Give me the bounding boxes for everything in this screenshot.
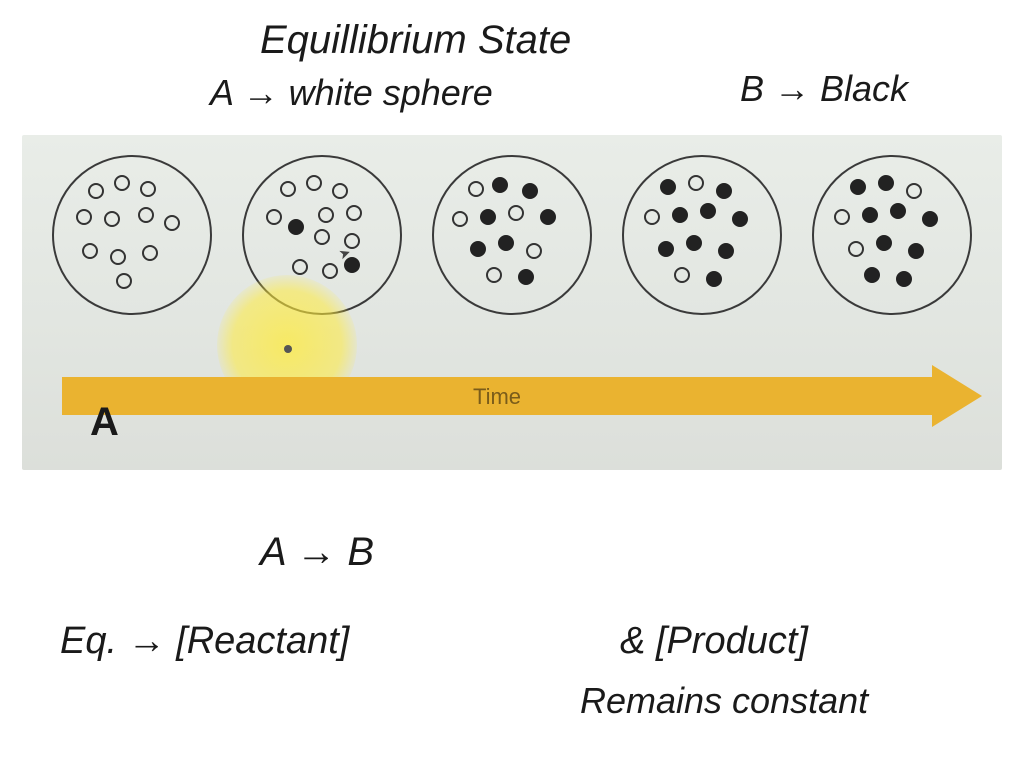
sphere-white <box>76 209 92 225</box>
time-arrow: Time <box>62 377 982 427</box>
sphere-white <box>292 259 308 275</box>
sphere-black <box>862 207 878 223</box>
state-circle-2: ➤ <box>242 155 402 315</box>
eq-line-left: Eq. → [Reactant] <box>60 620 349 663</box>
sphere-white <box>142 245 158 261</box>
sphere-black <box>876 235 892 251</box>
sphere-white <box>486 267 502 283</box>
sphere-white <box>834 209 850 225</box>
legend-b-text: B → Black <box>740 68 908 110</box>
sphere-white <box>114 175 130 191</box>
sphere-white <box>644 209 660 225</box>
sphere-black <box>288 219 304 235</box>
sphere-black <box>878 175 894 191</box>
sphere-black <box>864 267 880 283</box>
sphere-black <box>716 183 732 199</box>
sphere-black <box>732 211 748 227</box>
sphere-white <box>452 211 468 227</box>
sphere-white <box>280 181 296 197</box>
sphere-black <box>922 211 938 227</box>
eq-line-bottom: Remains constant <box>580 680 868 722</box>
state-circle-3 <box>432 155 592 315</box>
sphere-black <box>672 207 688 223</box>
sphere-black <box>850 179 866 195</box>
sphere-black <box>700 203 716 219</box>
sphere-black <box>518 269 534 285</box>
sphere-black <box>706 271 722 287</box>
sphere-black <box>658 241 674 257</box>
state-circle-5 <box>812 155 972 315</box>
reaction-text: A → B <box>260 530 374 575</box>
sphere-white <box>322 263 338 279</box>
sphere-black <box>470 241 486 257</box>
sphere-black <box>890 203 906 219</box>
sphere-white <box>318 207 334 223</box>
title-text: Equillibrium State <box>260 18 571 63</box>
state-circle-1 <box>52 155 212 315</box>
sphere-black <box>896 271 912 287</box>
diagram-panel: ➤ Time <box>22 135 1002 470</box>
pointer-dot <box>284 345 292 353</box>
sphere-white <box>468 181 484 197</box>
sphere-white <box>164 215 180 231</box>
label-a: A <box>90 400 119 445</box>
sphere-white <box>332 183 348 199</box>
sphere-white <box>526 243 542 259</box>
sphere-white <box>906 183 922 199</box>
sphere-white <box>314 229 330 245</box>
sphere-white <box>346 205 362 221</box>
sphere-black <box>492 177 508 193</box>
sphere-black <box>660 179 676 195</box>
state-circle-4 <box>622 155 782 315</box>
sphere-white <box>110 249 126 265</box>
sphere-white <box>82 243 98 259</box>
sphere-black <box>498 235 514 251</box>
sphere-white <box>104 211 120 227</box>
sphere-white <box>306 175 322 191</box>
sphere-white <box>88 183 104 199</box>
sphere-black <box>908 243 924 259</box>
sphere-black <box>522 183 538 199</box>
sphere-black <box>718 243 734 259</box>
time-arrow-label: Time <box>62 384 932 410</box>
sphere-white <box>138 207 154 223</box>
legend-a-text: A → white sphere <box>210 72 493 114</box>
sphere-white <box>848 241 864 257</box>
sphere-white <box>266 209 282 225</box>
sphere-white <box>140 181 156 197</box>
sphere-black <box>686 235 702 251</box>
circles-row: ➤ <box>52 155 972 315</box>
sphere-white <box>674 267 690 283</box>
eq-line-right: & [Product] <box>620 620 808 663</box>
sphere-white <box>116 273 132 289</box>
sphere-white <box>688 175 704 191</box>
sphere-white <box>508 205 524 221</box>
sphere-black <box>540 209 556 225</box>
sphere-black <box>480 209 496 225</box>
time-arrow-head <box>932 365 982 427</box>
